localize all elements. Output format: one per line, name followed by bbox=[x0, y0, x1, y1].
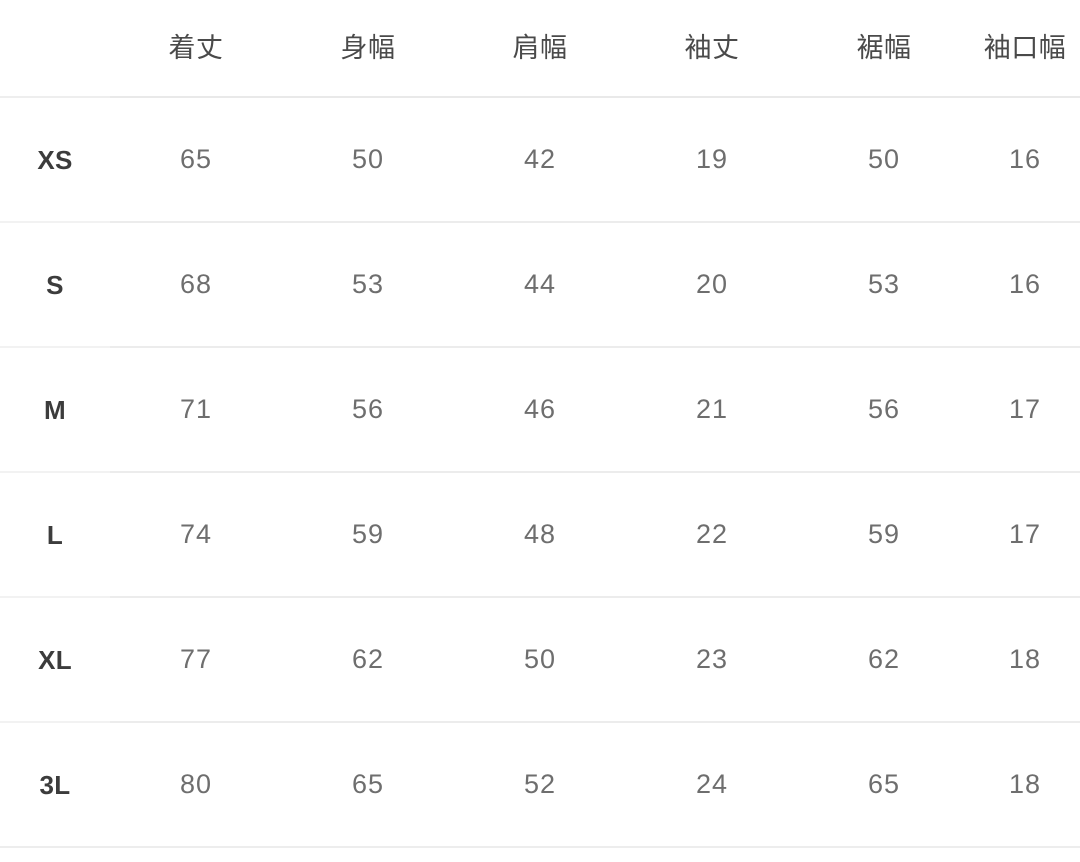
row-label-xl: XL bbox=[0, 597, 110, 723]
cell-value: 48 bbox=[454, 472, 626, 598]
cell-value: 18 bbox=[970, 722, 1080, 848]
cell-value: 65 bbox=[110, 97, 282, 223]
header-cell-sodetake: 袖丈 bbox=[626, 0, 798, 98]
cell-value: 59 bbox=[798, 472, 970, 598]
table-row: XL 77 62 50 23 62 18 bbox=[0, 597, 1080, 723]
header-cell-katahaba: 肩幅 bbox=[454, 0, 626, 98]
cell-value: 17 bbox=[970, 472, 1080, 598]
cell-value: 68 bbox=[110, 222, 282, 348]
table-body: XS 65 50 42 19 50 16 S 68 53 44 20 53 16… bbox=[0, 97, 1080, 848]
cell-value: 80 bbox=[110, 722, 282, 848]
cell-value: 50 bbox=[282, 97, 454, 223]
cell-value: 16 bbox=[970, 222, 1080, 348]
cell-value: 56 bbox=[798, 347, 970, 473]
cell-value: 46 bbox=[454, 347, 626, 473]
table-row: L 74 59 48 22 59 17 bbox=[0, 472, 1080, 598]
cell-value: 19 bbox=[626, 97, 798, 223]
cell-value: 62 bbox=[282, 597, 454, 723]
row-label-m: M bbox=[0, 347, 110, 473]
cell-value: 53 bbox=[798, 222, 970, 348]
row-label-xs: XS bbox=[0, 97, 110, 223]
table-row: XS 65 50 42 19 50 16 bbox=[0, 97, 1080, 223]
cell-value: 59 bbox=[282, 472, 454, 598]
header-cell-susohaba: 裾幅 bbox=[798, 0, 970, 98]
cell-value: 18 bbox=[970, 597, 1080, 723]
cell-value: 52 bbox=[454, 722, 626, 848]
cell-value: 23 bbox=[626, 597, 798, 723]
table-row: M 71 56 46 21 56 17 bbox=[0, 347, 1080, 473]
cell-value: 77 bbox=[110, 597, 282, 723]
cell-value: 21 bbox=[626, 347, 798, 473]
cell-value: 56 bbox=[282, 347, 454, 473]
table-row: 3L 80 65 52 24 65 18 bbox=[0, 722, 1080, 848]
table-row: S 68 53 44 20 53 16 bbox=[0, 222, 1080, 348]
row-label-s: S bbox=[0, 222, 110, 348]
cell-value: 17 bbox=[970, 347, 1080, 473]
row-label-l: L bbox=[0, 472, 110, 598]
cell-value: 24 bbox=[626, 722, 798, 848]
table-header: 着丈 身幅 肩幅 袖丈 裾幅 袖口幅 bbox=[0, 0, 1080, 98]
cell-value: 50 bbox=[454, 597, 626, 723]
header-row: 着丈 身幅 肩幅 袖丈 裾幅 袖口幅 bbox=[0, 0, 1080, 98]
cell-value: 65 bbox=[798, 722, 970, 848]
cell-value: 71 bbox=[110, 347, 282, 473]
cell-value: 74 bbox=[110, 472, 282, 598]
header-cell-size bbox=[0, 0, 110, 98]
header-cell-kitake: 着丈 bbox=[110, 0, 282, 98]
cell-value: 44 bbox=[454, 222, 626, 348]
cell-value: 53 bbox=[282, 222, 454, 348]
cell-value: 20 bbox=[626, 222, 798, 348]
row-label-3l: 3L bbox=[0, 722, 110, 848]
header-cell-mihaba: 身幅 bbox=[282, 0, 454, 98]
cell-value: 50 bbox=[798, 97, 970, 223]
cell-value: 16 bbox=[970, 97, 1080, 223]
cell-value: 65 bbox=[282, 722, 454, 848]
header-cell-sodeguchihaba: 袖口幅 bbox=[970, 0, 1080, 98]
cell-value: 62 bbox=[798, 597, 970, 723]
cell-value: 22 bbox=[626, 472, 798, 598]
cell-value: 42 bbox=[454, 97, 626, 223]
